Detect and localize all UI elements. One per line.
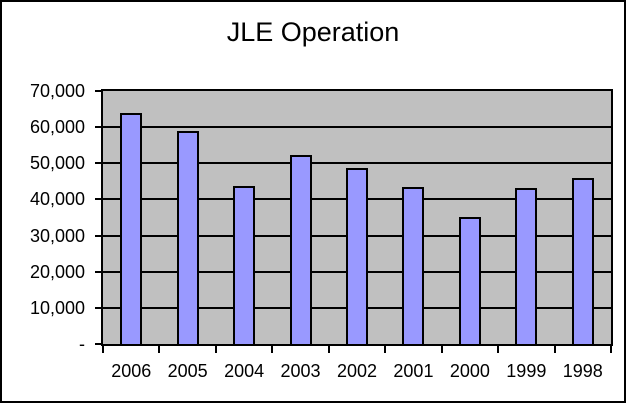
y-tick-mark	[95, 343, 103, 345]
y-tick-mark	[95, 198, 103, 201]
x-tick-mark	[440, 344, 443, 353]
x-tick-mark	[610, 344, 612, 353]
y-tick-label: 40,000	[29, 189, 85, 210]
x-tick-label: 2002	[336, 361, 377, 381]
gridline	[103, 162, 611, 165]
x-tick-mark	[497, 344, 500, 353]
y-tick-mark	[95, 162, 103, 165]
x-tick-mark	[553, 344, 556, 353]
x-tick-label: 2001	[393, 361, 434, 381]
y-tick-mark	[95, 126, 103, 129]
x-tick-mark	[384, 344, 387, 353]
y-tick-label: 30,000	[29, 225, 85, 246]
chart-title: JLE Operation	[226, 17, 400, 47]
bar	[289, 154, 312, 344]
bar	[571, 178, 594, 344]
y-tick-label: 50,000	[29, 153, 85, 174]
bar	[458, 216, 481, 344]
y-tick-label: 60,000	[29, 117, 85, 138]
x-tick-mark	[158, 344, 161, 353]
y-tick-mark	[95, 234, 103, 237]
bar	[402, 187, 425, 344]
y-tick-label: 10,000	[29, 297, 85, 318]
y-tick-mark	[95, 306, 103, 309]
gridline	[103, 126, 611, 129]
x-tick-label: 1998	[562, 361, 603, 381]
bar	[233, 186, 256, 344]
bar	[176, 131, 199, 344]
x-tick-label: 2000	[449, 361, 490, 381]
y-tick-mark	[95, 90, 103, 92]
x-tick-label: 1999	[506, 361, 547, 381]
x-tick-label: 2006	[111, 361, 152, 381]
bar	[515, 188, 538, 344]
y-tick-label: 70,000	[29, 81, 85, 101]
x-tick-label: 2005	[167, 361, 208, 381]
x-tick-label: 2003	[280, 361, 321, 381]
x-tick-label: 2004	[224, 361, 265, 381]
y-tick-mark	[95, 270, 103, 273]
plot-area	[101, 89, 613, 346]
bar	[346, 168, 368, 344]
x-tick-mark	[214, 344, 217, 353]
x-tick-mark	[271, 344, 274, 353]
y-tick-label: -	[79, 334, 85, 354]
y-tick-label: 20,000	[29, 261, 85, 282]
bar	[120, 113, 143, 344]
x-tick-mark	[327, 344, 330, 353]
x-tick-mark	[102, 344, 104, 353]
